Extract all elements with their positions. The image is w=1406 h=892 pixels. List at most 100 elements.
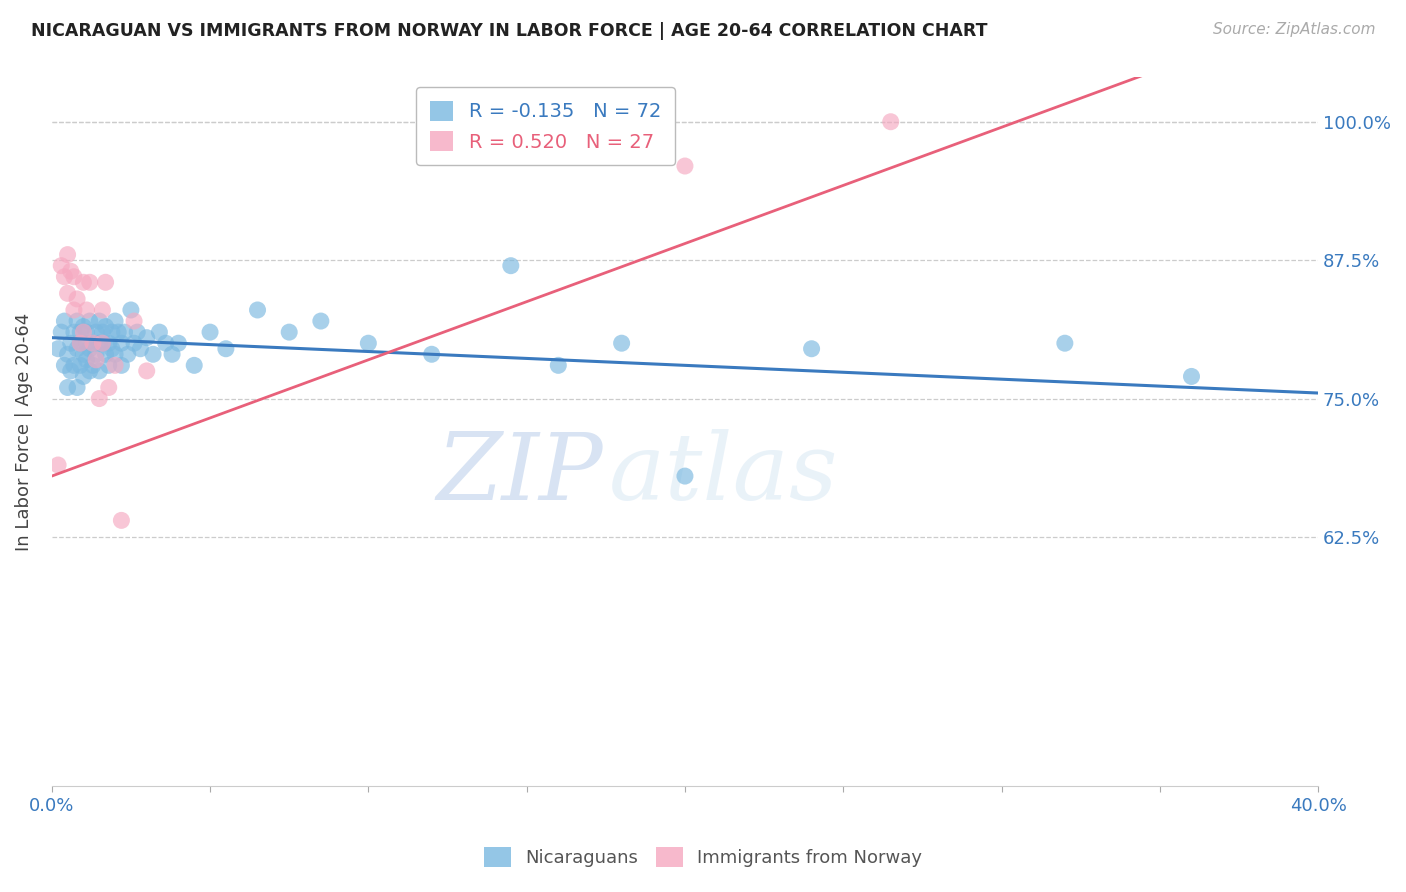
- Text: atlas: atlas: [609, 429, 838, 519]
- Point: [59, 264, 82, 278]
- Point: [129, 342, 152, 356]
- Point: [72, 347, 94, 361]
- Point: [56, 347, 79, 361]
- Point: [84, 325, 107, 339]
- Point: [72, 275, 94, 289]
- Point: [278, 325, 301, 339]
- Point: [91, 325, 114, 339]
- Point: [53, 269, 76, 284]
- Point: [89, 336, 111, 351]
- Point: [91, 336, 114, 351]
- Point: [101, 342, 124, 356]
- Point: [79, 275, 101, 289]
- Point: [610, 336, 633, 351]
- Point: [880, 114, 903, 128]
- Point: [51, 259, 73, 273]
- Point: [97, 359, 120, 373]
- Point: [84, 352, 107, 367]
- Point: [547, 359, 569, 373]
- Point: [142, 347, 165, 361]
- Point: [94, 275, 117, 289]
- Point: [66, 292, 89, 306]
- Point: [499, 259, 522, 273]
- Point: [66, 380, 89, 394]
- Point: [110, 513, 132, 527]
- Point: [69, 325, 91, 339]
- Point: [101, 325, 124, 339]
- Point: [135, 364, 157, 378]
- Point: [79, 364, 101, 378]
- Point: [89, 392, 111, 406]
- Point: [59, 364, 82, 378]
- Point: [69, 359, 91, 373]
- Point: [1180, 369, 1202, 384]
- Point: [420, 347, 443, 361]
- Point: [120, 303, 142, 318]
- Y-axis label: In Labor Force | Age 20-64: In Labor Force | Age 20-64: [15, 313, 32, 551]
- Point: [309, 314, 332, 328]
- Point: [84, 347, 107, 361]
- Point: [673, 469, 696, 483]
- Point: [82, 359, 104, 373]
- Point: [76, 325, 98, 339]
- Point: [127, 325, 149, 339]
- Point: [160, 347, 183, 361]
- Point: [110, 336, 132, 351]
- Point: [79, 314, 101, 328]
- Point: [46, 458, 69, 472]
- Point: [1053, 336, 1076, 351]
- Point: [94, 319, 117, 334]
- Text: NICARAGUAN VS IMMIGRANTS FROM NORWAY IN LABOR FORCE | AGE 20-64 CORRELATION CHAR: NICARAGUAN VS IMMIGRANTS FROM NORWAY IN …: [31, 22, 987, 40]
- Point: [94, 347, 117, 361]
- Point: [63, 269, 86, 284]
- Point: [89, 364, 111, 378]
- Point: [117, 347, 139, 361]
- Point: [72, 319, 94, 334]
- Point: [53, 359, 76, 373]
- Point: [76, 303, 98, 318]
- Point: [76, 336, 98, 351]
- Point: [63, 325, 86, 339]
- Point: [215, 342, 238, 356]
- Point: [110, 359, 132, 373]
- Point: [357, 336, 380, 351]
- Point: [69, 336, 91, 351]
- Point: [76, 352, 98, 367]
- Point: [104, 359, 127, 373]
- Point: [69, 336, 91, 351]
- Point: [79, 342, 101, 356]
- Point: [104, 314, 127, 328]
- Point: [63, 359, 86, 373]
- Point: [51, 325, 73, 339]
- Point: [97, 336, 120, 351]
- Point: [66, 342, 89, 356]
- Point: [673, 159, 696, 173]
- Point: [53, 314, 76, 328]
- Point: [82, 336, 104, 351]
- Point: [122, 336, 145, 351]
- Point: [800, 342, 823, 356]
- Point: [59, 336, 82, 351]
- Point: [104, 347, 127, 361]
- Point: [155, 336, 177, 351]
- Point: [66, 314, 89, 328]
- Point: [46, 342, 69, 356]
- Point: [56, 380, 79, 394]
- Point: [183, 359, 205, 373]
- Point: [167, 336, 190, 351]
- Point: [148, 325, 170, 339]
- Point: [91, 336, 114, 351]
- Point: [72, 325, 94, 339]
- Point: [72, 369, 94, 384]
- Point: [63, 303, 86, 318]
- Point: [89, 314, 111, 328]
- Point: [82, 336, 104, 351]
- Point: [114, 325, 136, 339]
- Text: Source: ZipAtlas.com: Source: ZipAtlas.com: [1212, 22, 1375, 37]
- Legend: R = -0.135   N = 72, R = 0.520   N = 27: R = -0.135 N = 72, R = 0.520 N = 27: [416, 87, 675, 165]
- Point: [91, 303, 114, 318]
- Point: [107, 325, 129, 339]
- Point: [97, 380, 120, 394]
- Point: [135, 331, 157, 345]
- Point: [56, 286, 79, 301]
